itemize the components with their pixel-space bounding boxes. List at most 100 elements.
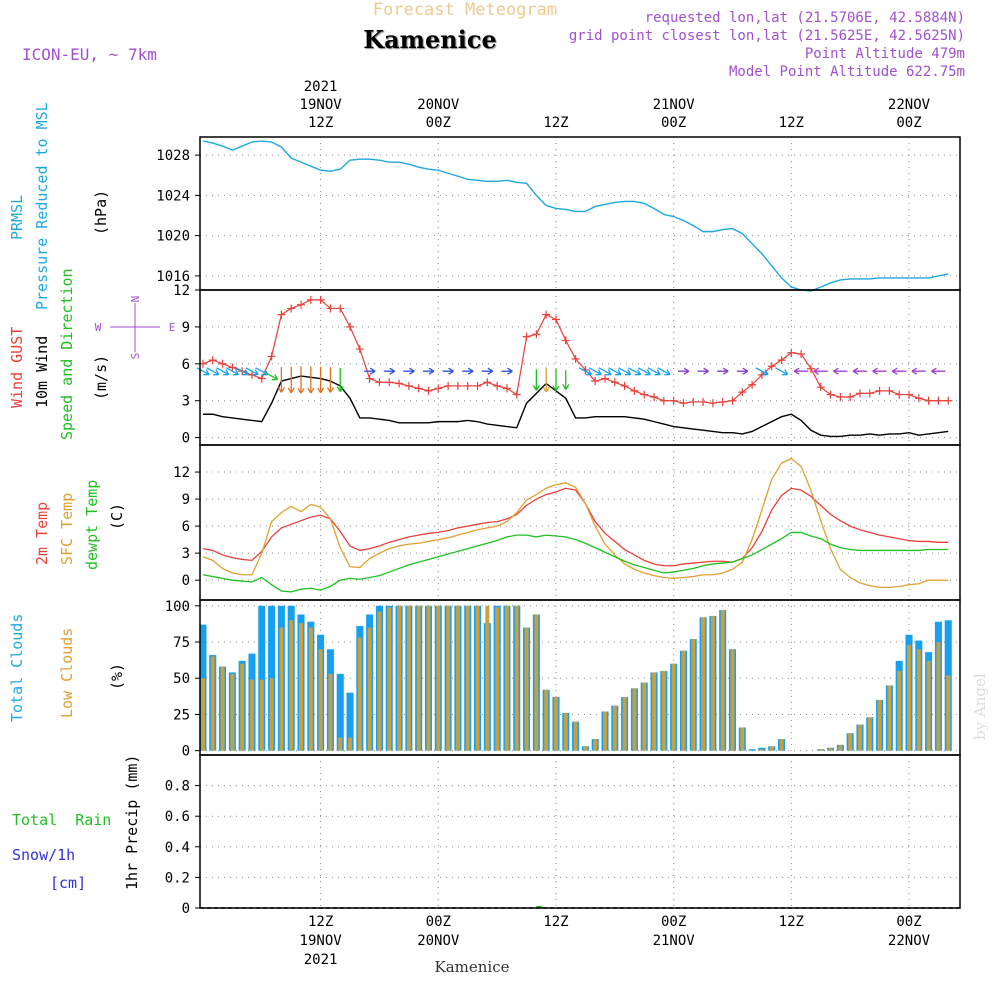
wind-arrow	[775, 367, 789, 376]
low-cloud-bar	[652, 672, 657, 751]
y-tick-label: 0.6	[165, 809, 190, 825]
p5-label-precip: 1hr Precip (mm)	[123, 755, 141, 890]
gust-marker	[924, 396, 933, 405]
y-tick-label: 1028	[156, 148, 190, 164]
wind-arrow	[442, 367, 454, 375]
gust-marker	[699, 397, 708, 406]
gust-marker	[395, 379, 404, 388]
wind-arrow	[618, 367, 632, 376]
wind-arrow	[755, 367, 769, 376]
p3-label-sfc: SFC Temp	[58, 493, 76, 565]
wind-arrow	[588, 367, 602, 376]
wind-arrow	[637, 367, 651, 376]
wind-arrow	[677, 367, 690, 375]
gust-marker	[414, 384, 423, 393]
panel-5: 0 0.2 0.4 0.6 0.8	[165, 755, 960, 917]
top-axis-label: 00Z	[896, 115, 921, 131]
low-cloud-bar	[249, 679, 254, 751]
low-cloud-bar	[230, 673, 235, 751]
gust-marker	[914, 394, 923, 403]
wind-arrow	[225, 367, 240, 376]
p2-label-unit: (m/s)	[92, 355, 110, 400]
location-title: Kamenice	[363, 25, 497, 54]
panels: 1016102010241028036912036912025507510000…	[156, 136, 961, 917]
low-cloud-bar	[475, 605, 480, 751]
low-cloud-bar	[534, 614, 539, 751]
y-tick-label: 0	[182, 573, 190, 589]
low-cloud-bar	[328, 673, 333, 751]
gust-marker	[777, 356, 786, 365]
wind-arrow	[422, 367, 435, 375]
gust-marker	[826, 390, 835, 399]
low-cloud-bar	[818, 749, 823, 751]
dewpt-line	[202, 531, 949, 593]
y-tick-label: 6	[182, 357, 190, 373]
model-label: ICON-EU, ~ 7km	[22, 45, 157, 64]
gust-marker	[895, 390, 904, 399]
gust-marker	[885, 386, 894, 395]
gust-marker	[404, 381, 413, 390]
gridpoint-coords: grid point closest lon,lat (21.5625E, 42…	[569, 28, 965, 44]
low-cloud-bar	[495, 607, 500, 751]
wind-arrow	[196, 367, 210, 376]
top-axis-label: 12Z	[308, 115, 333, 131]
gust-marker	[512, 390, 521, 399]
low-cloud-bar	[936, 642, 941, 751]
bottom-axis-label: 22NOV	[888, 933, 931, 949]
gust-marker	[208, 356, 217, 365]
gust-marker	[738, 388, 747, 397]
low-cloud-bar	[446, 605, 451, 751]
wind-arrow	[813, 367, 828, 375]
low-cloud-bar	[926, 660, 931, 751]
panel-2: 0 3 6 9 12	[173, 283, 960, 447]
y-tick-label: 0.2	[165, 870, 190, 886]
bottom-time-axis: 12Z 19NOV 2021 00Z 20NOV 12Z 00Z 21NOV 12Z 00Z 22N…	[300, 914, 931, 968]
top-axis-label: 00Z	[426, 115, 451, 131]
y-tick-label: 1024	[156, 188, 190, 204]
low-cloud-bar	[730, 649, 735, 751]
low-cloud-bar	[622, 697, 627, 751]
gust-marker	[375, 378, 384, 387]
wind-arrow	[336, 367, 344, 392]
wind-arrow	[647, 367, 661, 376]
gust-marker	[336, 304, 345, 313]
wind-arrow	[317, 366, 325, 394]
gust-marker	[718, 397, 727, 406]
y-tick-label: 0	[182, 431, 190, 447]
gust-marker	[846, 393, 855, 402]
total-cloud-bar	[748, 749, 756, 751]
low-cloud-bar	[259, 679, 264, 751]
low-cloud-bar	[848, 733, 853, 751]
low-cloud-bar	[857, 724, 862, 751]
gust-marker	[326, 304, 335, 313]
wind-arrow	[542, 367, 550, 393]
compass-north: N	[129, 296, 142, 303]
gust-marker	[787, 348, 796, 357]
gust-marker	[934, 396, 943, 405]
temp-sfc-line	[202, 457, 949, 589]
low-cloud-bar	[583, 746, 588, 751]
gust-marker	[483, 378, 492, 387]
y-tick-label: 25	[173, 707, 190, 723]
y-tick-label: 0.8	[165, 779, 190, 795]
credit-watermark: by Angel	[971, 673, 989, 740]
top-axis-label: 21NOV	[653, 97, 696, 113]
low-cloud-bar	[485, 605, 490, 751]
bottom-axis-label: 00Z	[426, 914, 451, 930]
compass-west: W	[95, 321, 102, 334]
gust-marker	[944, 396, 953, 405]
wind-arrow	[383, 367, 396, 375]
gust-marker	[640, 390, 649, 399]
p5-label-rain: Total Rain	[12, 811, 111, 829]
low-cloud-bar	[907, 644, 911, 751]
wind-arrow	[206, 367, 220, 376]
gust-marker	[728, 396, 737, 405]
low-cloud-bar	[710, 615, 715, 751]
low-cloud-bar	[593, 739, 598, 751]
low-cloud-bar	[220, 666, 225, 751]
gust-marker	[532, 330, 541, 339]
low-cloud-bar	[426, 605, 431, 751]
gust-marker	[542, 310, 551, 319]
gust-marker	[551, 315, 560, 324]
